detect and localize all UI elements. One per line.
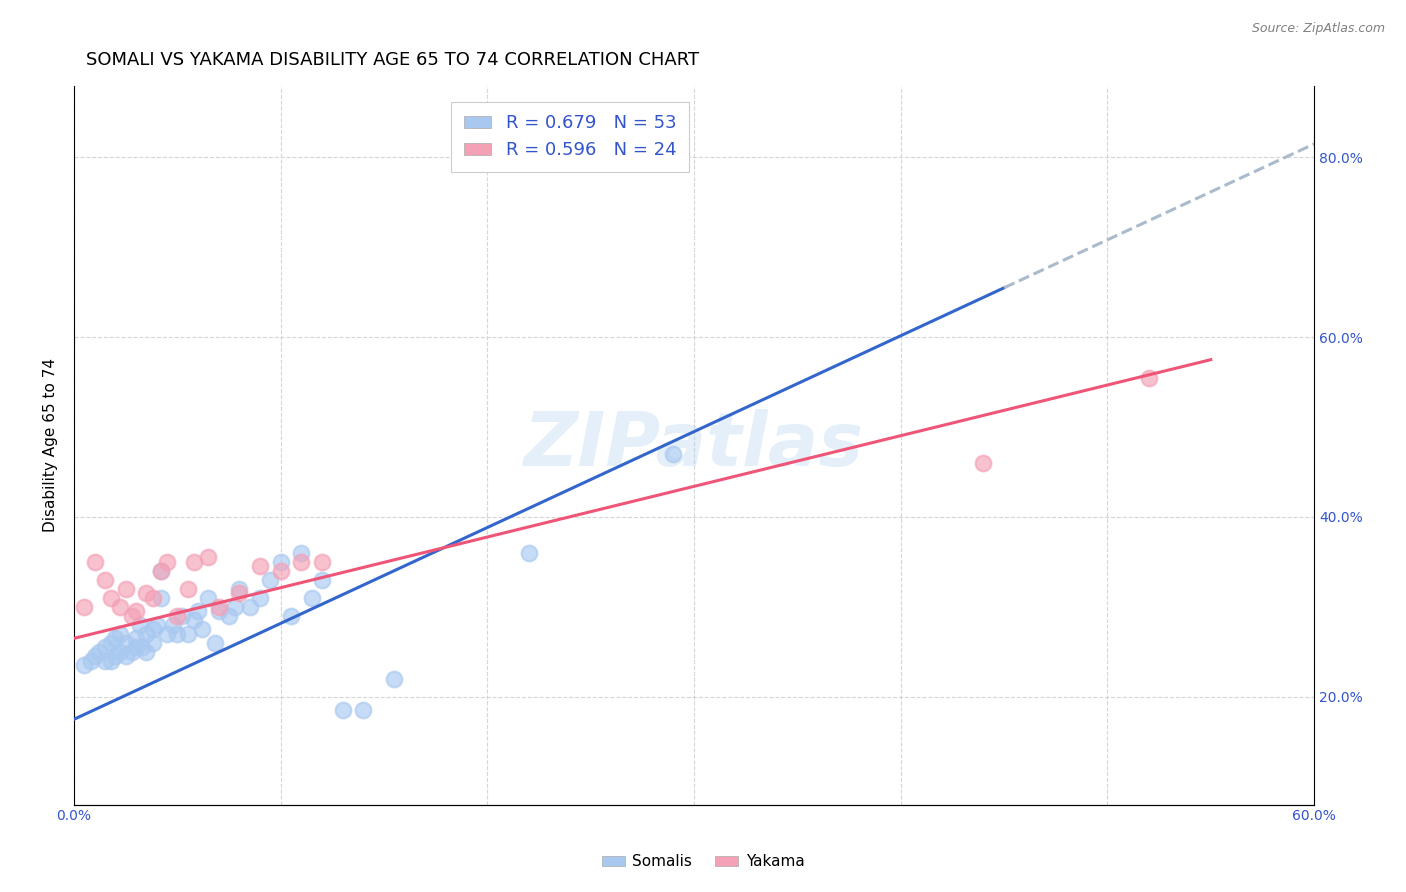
Point: [208, 604, 231, 618]
Point: [224, 599, 246, 614]
Point: [94, 654, 117, 668]
Point: [197, 550, 219, 565]
Point: [104, 649, 127, 664]
Point: [972, 456, 994, 470]
Point: [280, 608, 302, 623]
Point: [100, 654, 122, 668]
Point: [249, 559, 271, 574]
Point: [100, 636, 122, 650]
Point: [108, 627, 131, 641]
Point: [149, 564, 172, 578]
Point: [311, 555, 333, 569]
Point: [270, 564, 292, 578]
Point: [131, 640, 153, 655]
Point: [166, 608, 188, 623]
Point: [94, 640, 117, 655]
Point: [108, 645, 131, 659]
Point: [187, 604, 209, 618]
Point: [79, 654, 101, 668]
Point: [135, 645, 157, 659]
Point: [125, 640, 148, 655]
Point: [83, 649, 105, 664]
Point: [142, 636, 165, 650]
Point: [166, 627, 188, 641]
Point: [183, 613, 205, 627]
Point: [73, 658, 96, 673]
Point: [662, 447, 685, 461]
Point: [149, 564, 172, 578]
Point: [197, 591, 219, 605]
Point: [135, 627, 157, 641]
Point: [100, 591, 122, 605]
Legend: Somalis, Yakama: Somalis, Yakama: [596, 848, 810, 875]
Point: [108, 599, 131, 614]
Point: [114, 582, 136, 596]
Point: [142, 591, 165, 605]
Text: ZIPatlas: ZIPatlas: [524, 409, 865, 482]
Point: [145, 617, 167, 632]
Point: [208, 599, 231, 614]
Point: [384, 672, 406, 686]
Point: [94, 573, 117, 587]
Point: [73, 599, 96, 614]
Point: [332, 703, 354, 717]
Point: [125, 604, 148, 618]
Point: [249, 591, 271, 605]
Point: [129, 617, 152, 632]
Point: [177, 627, 200, 641]
Point: [114, 636, 136, 650]
Point: [228, 582, 250, 596]
Point: [170, 608, 193, 623]
Point: [228, 586, 250, 600]
Point: [204, 636, 226, 650]
Point: [517, 546, 540, 560]
Point: [290, 546, 312, 560]
Point: [135, 586, 157, 600]
Point: [156, 627, 179, 641]
Point: [121, 608, 143, 623]
Point: [114, 649, 136, 664]
Legend: R = 0.679   N = 53, R = 0.596   N = 24: R = 0.679 N = 53, R = 0.596 N = 24: [451, 102, 689, 172]
Point: [183, 555, 205, 569]
Point: [259, 573, 281, 587]
Point: [142, 623, 165, 637]
Point: [149, 591, 172, 605]
Point: [239, 599, 262, 614]
Point: [87, 645, 110, 659]
Point: [290, 555, 312, 569]
Point: [311, 573, 333, 587]
Point: [352, 703, 374, 717]
Point: [218, 608, 240, 623]
Point: [301, 591, 323, 605]
Point: [121, 645, 143, 659]
Point: [1137, 370, 1160, 384]
Point: [156, 555, 179, 569]
Point: [162, 617, 184, 632]
Point: [191, 623, 214, 637]
Point: [83, 555, 105, 569]
Point: [270, 555, 292, 569]
Text: Source: ZipAtlas.com: Source: ZipAtlas.com: [1251, 22, 1385, 36]
Y-axis label: Disability Age 65 to 74: Disability Age 65 to 74: [44, 358, 58, 532]
Point: [177, 582, 200, 596]
Point: [125, 632, 148, 646]
Point: [104, 632, 127, 646]
Text: SOMALI VS YAKAMA DISABILITY AGE 65 TO 74 CORRELATION CHART: SOMALI VS YAKAMA DISABILITY AGE 65 TO 74…: [87, 51, 700, 69]
